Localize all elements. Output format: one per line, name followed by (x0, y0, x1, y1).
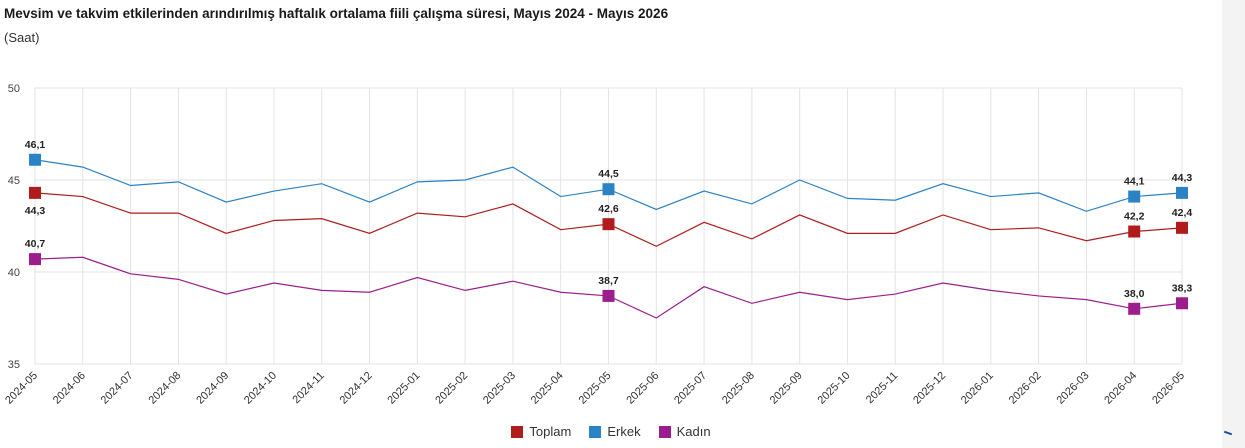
data-label: 38,0 (1124, 288, 1145, 300)
legend-swatch (511, 425, 524, 438)
x-tick-label: 2024-11 (290, 370, 326, 406)
data-point-marker (1128, 190, 1141, 203)
legend-label: Erkek (607, 424, 641, 439)
x-tick-label: 2025-07 (672, 370, 709, 407)
data-label: 44,5 (598, 168, 619, 180)
page-scroll-strip (1222, 0, 1245, 448)
x-tick-label: 2025-05 (577, 370, 614, 407)
data-point-marker (1176, 186, 1188, 199)
y-tick-label: 45 (8, 175, 20, 187)
data-point-marker (602, 218, 615, 231)
data-point-marker (29, 153, 41, 166)
x-tick-label: 2024-07 (99, 370, 136, 407)
data-label: 44,3 (1172, 172, 1193, 184)
x-tick-label: 2025-01 (385, 370, 422, 407)
x-tick-label: 2026-03 (1055, 370, 1092, 407)
legend-item-kadın[interactable]: Kadın (658, 424, 711, 439)
data-point-marker (29, 253, 41, 266)
x-tick-label: 2024-10 (242, 370, 279, 407)
data-label: 42,2 (1124, 211, 1145, 223)
legend-swatch (589, 425, 602, 438)
data-point-marker (602, 183, 615, 196)
data-label: 38,7 (598, 275, 619, 287)
x-tick-label: 2026-02 (1007, 370, 1044, 407)
x-tick-label: 2024-09 (194, 370, 231, 407)
x-tick-label: 2026-01 (959, 370, 996, 407)
x-tick-label: 2024-06 (51, 370, 88, 407)
data-point-marker (1128, 302, 1141, 315)
x-tick-label: 2025-06 (624, 370, 661, 407)
data-point-marker (29, 186, 41, 199)
chart-title: Mevsim ve takvim etkilerinden arındırılm… (4, 6, 669, 21)
data-label: 40,7 (25, 238, 46, 250)
data-point-marker (1128, 225, 1141, 238)
line-chart: 35 40 45 50 2024-05 2024-06 2024-07 2024-08 2024… (3, 83, 1193, 407)
data-label: 38,3 (1172, 282, 1193, 294)
y-tick-label: 50 (8, 83, 20, 95)
data-point-marker (1176, 221, 1188, 234)
x-tick-label: 2024-08 (146, 370, 183, 407)
y-tick-label: 35 (8, 359, 20, 371)
x-tick-label: 2025-09 (768, 370, 805, 407)
legend-item-toplam[interactable]: Toplam (511, 424, 571, 439)
corner-mark-icon (1223, 430, 1233, 436)
x-tick-label: 2025-03 (481, 370, 518, 407)
data-label: 42,4 (1172, 207, 1193, 219)
y-tick-label: 40 (8, 267, 20, 279)
legend-label: Toplam (529, 424, 572, 439)
data-point-marker (1176, 297, 1188, 310)
data-point-marker (602, 289, 615, 302)
legend-swatch (658, 425, 671, 438)
chart-subtitle: (Saat) (4, 30, 40, 45)
legend-item-erkek[interactable]: Erkek (589, 424, 641, 439)
chart-legend: Toplam Erkek Kadın (0, 424, 1222, 439)
x-tick-label: 2025-04 (529, 370, 566, 407)
x-tick-label: 2025-11 (864, 370, 900, 406)
x-tick-label: 2025-12 (911, 370, 948, 407)
data-label: 42,6 (598, 203, 619, 215)
data-label: 46,1 (25, 139, 46, 151)
legend-label: Kadın (676, 424, 711, 439)
x-tick-label: 2026-04 (1102, 370, 1139, 407)
x-tick-label: 2025-08 (720, 370, 757, 407)
x-tick-label: 2026-05 (1150, 370, 1187, 407)
x-tick-label: 2025-10 (816, 370, 853, 407)
x-tick-label: 2024-12 (338, 370, 375, 407)
x-tick-label: 2024-05 (3, 370, 40, 407)
data-label: 44,1 (1124, 176, 1145, 188)
x-tick-label: 2025-02 (433, 370, 470, 407)
data-label: 44,3 (25, 205, 46, 217)
